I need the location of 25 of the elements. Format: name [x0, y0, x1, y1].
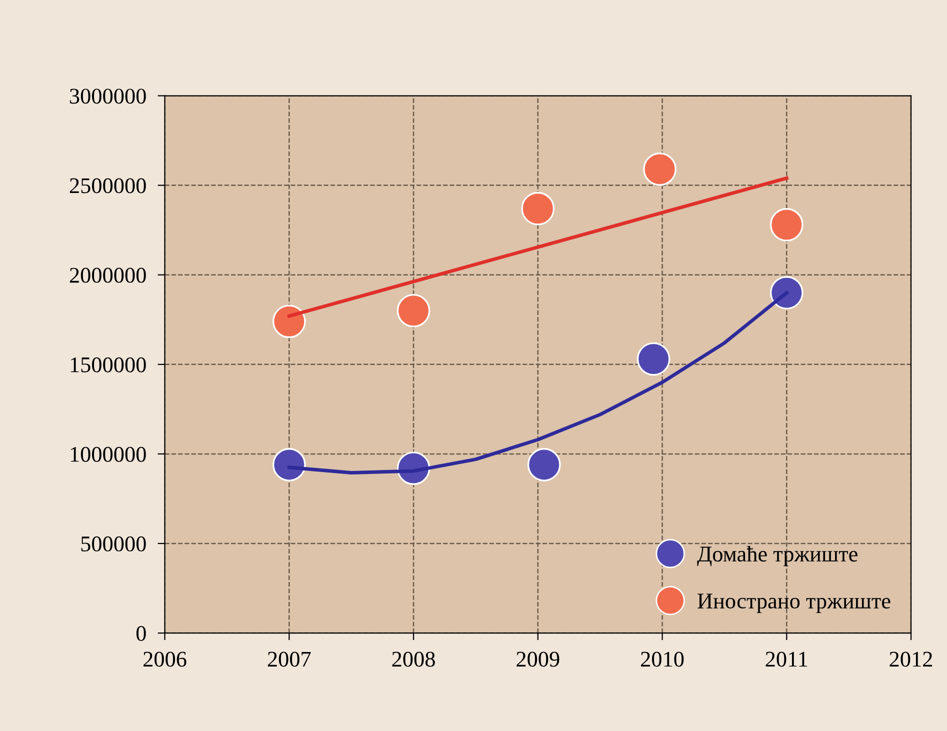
point — [770, 276, 804, 310]
y-tick-label: 1500000 — [70, 357, 146, 372]
point — [521, 192, 555, 226]
legend-label: Домаће тржиште — [697, 546, 858, 566]
legend-label: Инострано тржиште — [698, 594, 890, 614]
point — [770, 208, 804, 242]
point — [396, 294, 430, 328]
point — [272, 448, 306, 482]
x-tick-label: 2010 — [641, 652, 684, 667]
x-tick-label: 2009 — [516, 652, 560, 667]
y-tick-label: 500000 — [81, 536, 146, 552]
y-tick-label: 2000000 — [70, 268, 146, 283]
point — [527, 448, 561, 482]
x-tick-label: 2007 — [268, 652, 311, 667]
y-tick-label: 2500000 — [70, 178, 146, 194]
y-tick-label: 0 — [136, 626, 146, 641]
x-tick-label: 2012 — [890, 652, 932, 667]
point — [636, 342, 670, 376]
point — [272, 304, 306, 338]
y-tick-label: 1000000 — [70, 446, 146, 462]
x-tick-label: 2011 — [766, 652, 808, 667]
x-tick-label: 2006 — [144, 652, 186, 667]
x-tick-label: 2008 — [392, 652, 435, 667]
point — [643, 152, 676, 186]
y-tick-label: 3000000 — [70, 88, 146, 104]
